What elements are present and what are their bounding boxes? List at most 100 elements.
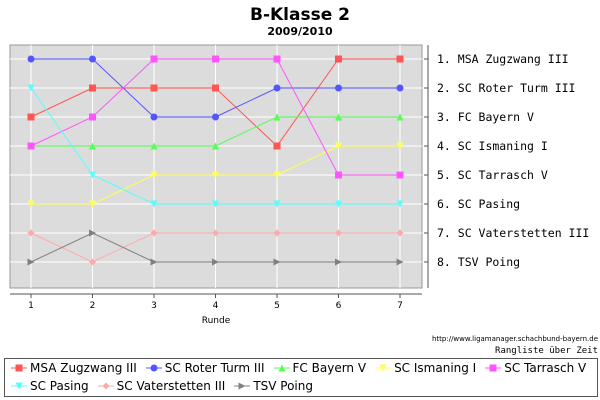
legend-label: FC Bayern V [292,361,367,375]
chart-subtitle: 2009/2010 [267,25,333,38]
legend-item: SC Vaterstetten III [97,379,225,393]
data-point [150,258,158,266]
legend-item: SC Roter Turm III [145,361,265,375]
data-point [335,258,342,266]
data-point [150,229,158,237]
legend-label: SC Ismaning I [394,361,477,375]
legend-swatch [145,364,162,372]
data-point [89,200,96,208]
y-axis: 1. MSA Zugzwang III 2. SC Roter Turm III 3… [424,45,589,288]
data-point [212,258,219,266]
data-point [212,200,219,208]
legend-row: SC Pasing SC Vaterstetten III TSV Poing [11,379,313,393]
series-3 [27,142,404,208]
legend-label: SC Roter Turm III [164,361,265,375]
data-point [273,55,281,63]
x-axis: 1 2 3 4 5 6 7 [10,293,422,311]
legend-marker [15,382,23,390]
legend-item: MSA Zugzwang III [11,361,137,375]
legend-marker [15,364,23,372]
data-point [150,113,158,121]
legend-item: SC Ismaning I [375,361,476,375]
data-point [273,113,281,121]
y-tick-label: 1. MSA Zugzwang III [437,52,569,66]
data-point [27,200,35,208]
data-point [396,258,404,266]
x-tick-label: 6 [336,301,342,311]
data-point [273,142,281,150]
data-point [335,55,342,63]
data-point [27,113,35,121]
series-5 [27,84,404,208]
data-point [335,142,342,150]
data-point [273,84,281,92]
y-tick-label: 8. TSV Poing [437,255,520,269]
data-point [396,229,404,237]
x-tick-label: 3 [151,301,157,311]
data-point [150,200,158,208]
data-point [396,84,404,92]
y-tick-label: 6. SC Pasing [437,197,520,211]
data-point [335,200,342,208]
data-point [396,142,404,150]
legend-marker [238,382,246,390]
y-tick-label: 4. SC Ismaning I [437,139,548,153]
legend-marker [278,364,286,372]
data-point [212,55,219,63]
series-1 [27,55,404,121]
legend: MSA Zugzwang III SC Roter Turm III FC Baye… [4,358,598,397]
legend-item: FC Bayern V [273,361,367,375]
x-tick-label: 5 [274,301,280,311]
legend-marker [150,364,158,372]
series-0 [27,55,404,150]
legend-label: SC Pasing [30,379,89,393]
data-point [89,55,96,63]
source-note: http://www.ligamanager.schachbund-bayern… [432,335,598,343]
data-point [212,229,219,237]
data-point [89,171,96,179]
x-tick-label: 2 [90,301,96,311]
data-point [89,113,96,121]
legend-swatch [273,364,290,372]
series-7 [27,229,404,266]
y-tick-label: 3. FC Bayern V [437,110,534,124]
data-point [150,84,158,92]
series-layer [27,55,404,266]
legend-swatch [11,364,27,372]
legend-label: TSV Poing [253,379,313,393]
data-point [27,229,35,237]
data-point [150,142,158,150]
data-point [335,229,342,237]
data-point [273,258,281,266]
legend-label: MSA Zugzwang III [30,361,137,375]
data-point [89,84,96,92]
data-point [273,229,281,237]
data-point [27,84,35,92]
legend-marker [489,364,497,372]
data-point [212,142,219,150]
data-point [212,113,219,121]
data-point [335,84,342,92]
data-point [335,113,342,121]
x-axis-label: Runde [202,316,231,326]
data-point [212,84,219,92]
y-tick-label: 5. SC Tarrasch V [437,168,548,182]
data-point [27,258,35,266]
x-tick-label: 7 [397,301,403,311]
legend-item: SC Tarrasch V [485,361,586,375]
legend-row: MSA Zugzwang III SC Roter Turm III FC Baye… [11,361,586,375]
data-point [335,171,342,179]
legend-swatch [97,382,114,390]
data-point [89,142,96,150]
data-point [89,258,96,266]
y-tick-label: 7. SC Vaterstetten III [437,226,589,240]
data-point [150,171,158,179]
data-point [396,171,404,179]
data-point [89,229,96,237]
legend-swatch [485,364,502,372]
chart-title: B-Klasse 2 [250,5,350,25]
legend-swatch [11,382,27,390]
data-point [27,142,35,150]
data-point [27,55,35,63]
